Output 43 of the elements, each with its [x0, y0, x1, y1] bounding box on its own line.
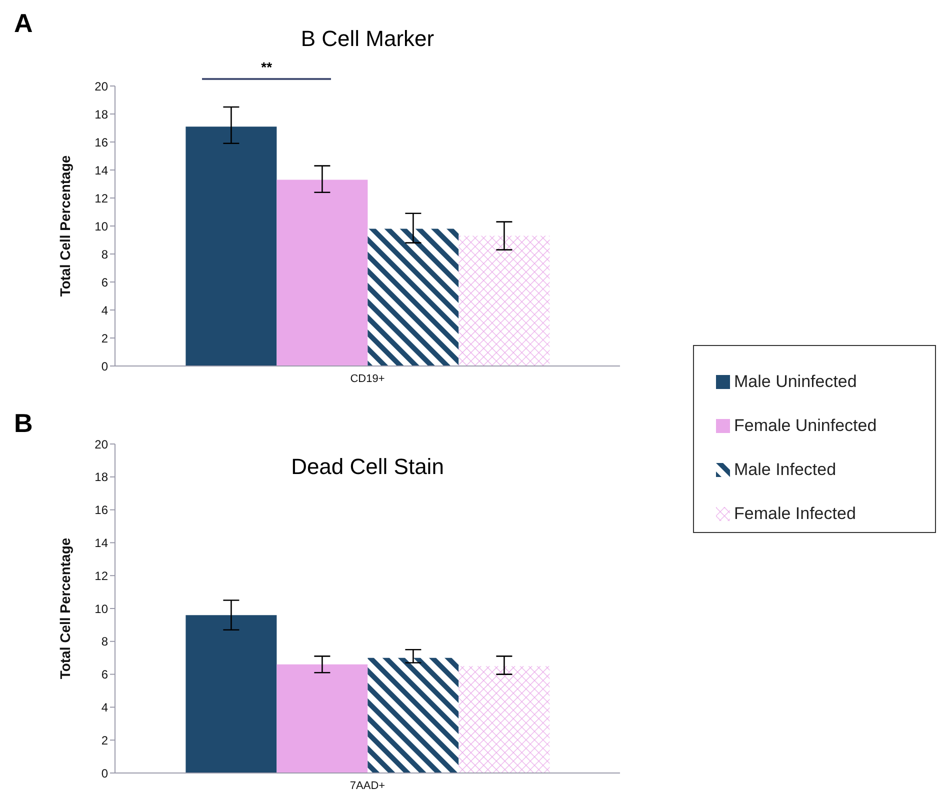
- bar: [276, 664, 368, 773]
- y-tick-label: 10: [94, 219, 108, 234]
- bar: [368, 658, 459, 773]
- y-tick-label: 4: [101, 303, 108, 318]
- y-tick-label: 20: [94, 79, 108, 94]
- y-tick-label: 18: [94, 107, 108, 122]
- y-tick-label: 8: [101, 247, 108, 262]
- legend-label: Male Uninfected: [734, 372, 857, 392]
- bar: [458, 236, 550, 366]
- y-tick-label: 6: [101, 275, 108, 290]
- bar: [368, 228, 459, 366]
- y-tick-label: 12: [94, 568, 108, 583]
- y-tick-label: 14: [94, 163, 108, 178]
- x-tick-label: 7AAD+: [350, 780, 386, 792]
- text: B: [14, 408, 33, 439]
- y-tick-label: 2: [101, 331, 108, 346]
- text: A: [14, 8, 33, 39]
- y-axis-title: Total Cell Percentage: [56, 155, 73, 297]
- y-tick-label: 20: [94, 437, 108, 452]
- y-tick-label: 0: [101, 766, 108, 780]
- y-tick-label: 16: [94, 503, 108, 518]
- y-tick-label: 10: [94, 602, 108, 616]
- text: **: [260, 59, 274, 75]
- y-tick-label: 16: [94, 135, 108, 150]
- bar: [186, 615, 277, 773]
- y-tick-label: 8: [101, 634, 108, 649]
- bar: [458, 666, 550, 773]
- x-tick-label: CD19+: [350, 372, 385, 385]
- y-tick-label: 2: [101, 733, 108, 748]
- y-tick-label: 6: [101, 668, 108, 682]
- legend-label: Male Infected: [734, 460, 836, 480]
- legend-label: Female Infected: [734, 504, 856, 524]
- bar: [276, 180, 368, 366]
- legend-label: Female Uninfected: [734, 416, 877, 436]
- y-axis-title: Total Cell Percentage: [56, 538, 73, 680]
- y-tick-label: 4: [101, 700, 108, 714]
- chart-title: B Cell Marker: [300, 26, 436, 52]
- y-tick-label: 12: [94, 191, 108, 206]
- bar: [186, 126, 277, 366]
- text: Dead Cell Stain: [290, 454, 445, 480]
- y-tick-label: 18: [94, 470, 108, 484]
- y-tick-label: 0: [101, 359, 108, 374]
- y-tick-label: 14: [94, 536, 108, 550]
